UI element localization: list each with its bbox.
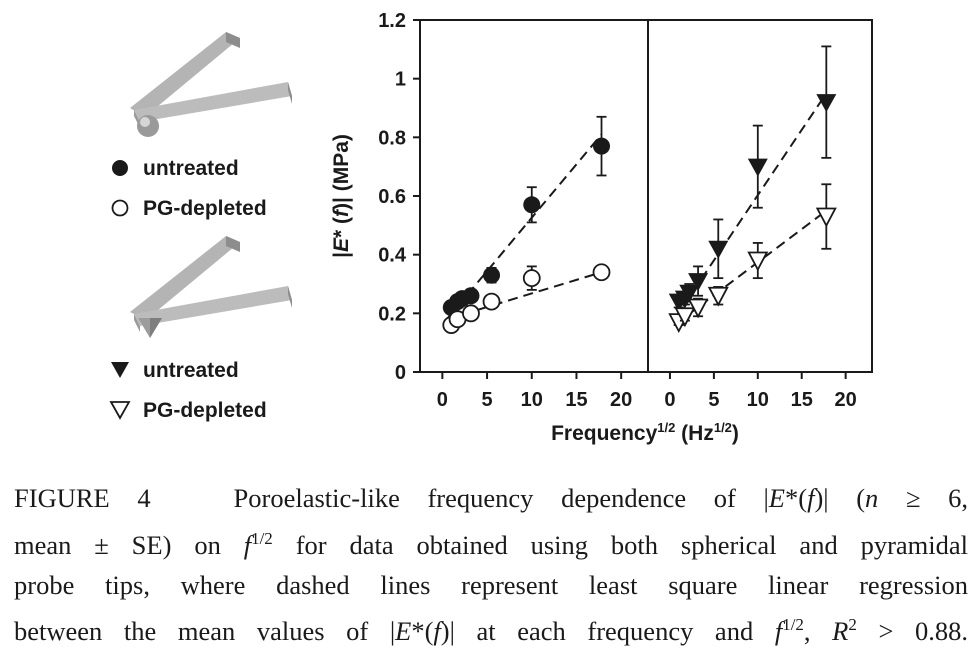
- pyramidal-tip-cantilever-icon: [130, 236, 292, 338]
- legend-marker-filled-circle: [112, 160, 128, 176]
- legend-marker-filled-triangle: [111, 362, 129, 378]
- x-tick-label: 15: [565, 389, 587, 411]
- right-panel-frame: [647, 19, 873, 373]
- legend-label-pyramid-untreated: untreated: [143, 359, 239, 382]
- data-point: [523, 196, 541, 214]
- data-point: [707, 286, 729, 307]
- x-tick-label: 0: [664, 389, 675, 411]
- data-point: [816, 94, 837, 113]
- figure-canvas: untreated PG-depleted untreated PG-deple…: [109, 10, 873, 445]
- data-point: [687, 298, 709, 319]
- legend-marker-open-circle: [111, 199, 129, 217]
- regression-line: [673, 92, 828, 320]
- x-tick-label: 0: [437, 389, 448, 411]
- legend-label-pyramid-depleted: PG-depleted: [143, 399, 267, 422]
- data-point: [679, 284, 700, 303]
- data-point: [482, 292, 501, 311]
- data-point: [747, 158, 768, 177]
- marks-layer: [442, 45, 837, 334]
- caption-line-4: between the mean values of |E*(f)| at ea…: [14, 615, 968, 647]
- caption-line-1: FIGURE 4 Poroelastic-like frequency depe…: [14, 483, 969, 513]
- data-point: [747, 251, 769, 272]
- x-tick-label: 15: [791, 389, 813, 411]
- regression-line: [446, 271, 602, 321]
- data-point: [462, 287, 480, 305]
- x-tick-label: 20: [835, 389, 857, 411]
- data-point: [708, 240, 729, 259]
- y-tick-label: 0.6: [378, 186, 406, 208]
- spherical-tip-cantilever-icon: [130, 32, 292, 137]
- x-tick-label: 20: [610, 389, 632, 411]
- y-tick-label: 0.2: [378, 303, 406, 325]
- caption-line-2: mean ± SE) on f1/2 for data obtained usi…: [14, 528, 969, 560]
- x-tick-label: 5: [481, 389, 492, 411]
- y-tick-label: 1: [395, 69, 406, 91]
- y-tick-label: 0.4: [378, 245, 407, 267]
- legend-label-sphere-untreated: untreated: [143, 157, 239, 180]
- data-point: [815, 207, 837, 228]
- figure-caption: FIGURE 4 Poroelastic-like frequency depe…: [14, 478, 968, 652]
- data-point: [674, 307, 696, 328]
- axes-layer: 0 5 10 15 20 0 0.2 0.4 0.6 0.8 1 1.2 0 5 10 15 20: [378, 10, 857, 411]
- data-point: [688, 273, 709, 292]
- y-tick-label: 0.8: [378, 127, 406, 149]
- x-tick-label: 10: [521, 389, 543, 411]
- y-tick-label: 0: [395, 362, 406, 384]
- x-tick-label: 5: [708, 389, 719, 411]
- data-point: [522, 269, 541, 288]
- x-tick-label: 10: [747, 389, 769, 411]
- data-point: [593, 137, 611, 155]
- data-point: [483, 266, 501, 284]
- x-axis-label: Frequency1/2 (Hz1/2): [551, 420, 739, 445]
- caption-line-3: probe tips, where dashed lines represent…: [14, 569, 968, 600]
- y-tick-label: 1.2: [378, 10, 406, 32]
- data-point: [592, 263, 611, 282]
- legend: untreated PG-depleted untreated PG-deple…: [109, 157, 267, 422]
- legend-label-sphere-depleted: PG-depleted: [143, 197, 267, 220]
- y-axis-label: |E* (f)| (MPa): [330, 134, 353, 258]
- data-point: [462, 304, 480, 323]
- legend-marker-open-triangle: [109, 401, 131, 420]
